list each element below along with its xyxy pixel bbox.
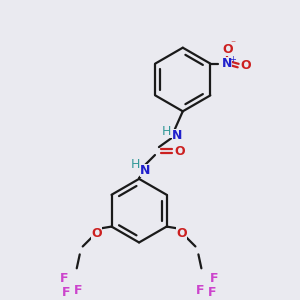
Text: F: F [60, 272, 68, 285]
Text: O: O [241, 59, 251, 72]
Text: F: F [61, 286, 70, 299]
Text: O: O [91, 227, 102, 240]
Text: +: + [229, 55, 236, 64]
Text: N: N [172, 129, 182, 142]
Text: N: N [140, 164, 150, 177]
Text: H: H [130, 158, 140, 172]
Text: F: F [210, 272, 219, 285]
Text: F: F [196, 284, 205, 297]
Text: N: N [222, 57, 232, 70]
Text: F: F [208, 286, 217, 299]
Text: H: H [162, 125, 172, 138]
Text: ⁻: ⁻ [231, 40, 236, 50]
Text: O: O [175, 145, 185, 158]
Text: F: F [74, 284, 82, 297]
Text: O: O [222, 43, 232, 56]
Text: O: O [176, 227, 187, 240]
